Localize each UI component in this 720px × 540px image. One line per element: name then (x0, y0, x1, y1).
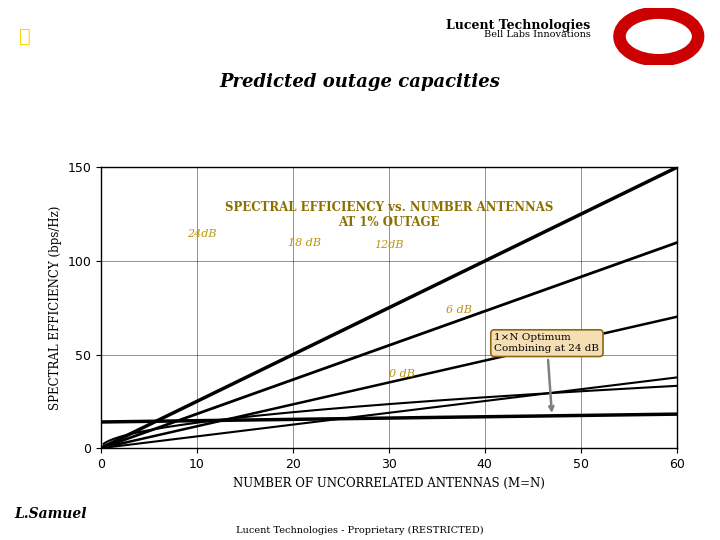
Text: SPECTRAL EFFICIENCY vs. NUMBER ANTENNAS
AT 1% OUTAGE: SPECTRAL EFFICIENCY vs. NUMBER ANTENNAS … (225, 201, 553, 229)
Text: 12dB: 12dB (374, 240, 404, 250)
Text: 24dB: 24dB (187, 228, 217, 239)
X-axis label: NUMBER OF UNCORRELATED ANTENNAS (M=N): NUMBER OF UNCORRELATED ANTENNAS (M=N) (233, 476, 545, 489)
Text: Predicted outage capacities: Predicted outage capacities (220, 73, 500, 91)
Text: Bell Labs Innovations: Bell Labs Innovations (484, 30, 590, 39)
Text: L.Samuel: L.Samuel (14, 507, 87, 521)
Text: 0 dB: 0 dB (389, 369, 415, 379)
Text: Lucent Technologies: Lucent Technologies (446, 19, 590, 32)
Y-axis label: SPECTRAL EFFICIENCY (bps/Hz): SPECTRAL EFFICIENCY (bps/Hz) (49, 206, 62, 410)
Text: 18 dB: 18 dB (288, 238, 321, 248)
Text: VCE: VCE (63, 30, 118, 54)
Text: 🏃: 🏃 (19, 27, 30, 46)
Text: 1×N Optimum
Combining at 24 dB: 1×N Optimum Combining at 24 dB (495, 334, 599, 410)
Text: 6 dB: 6 dB (446, 306, 472, 315)
Text: M O B I L E: M O B I L E (65, 18, 99, 23)
Text: Lucent Technologies - Proprietary (RESTRICTED): Lucent Technologies - Proprietary (RESTR… (236, 525, 484, 535)
